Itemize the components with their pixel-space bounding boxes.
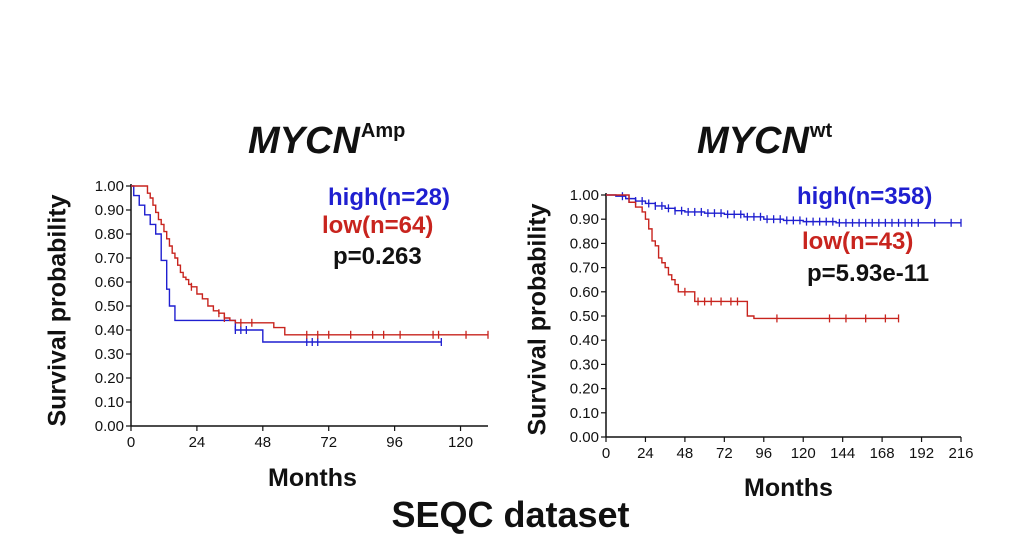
- panel2-legend-low: low(n=43): [802, 228, 914, 255]
- panel2-title: MYCNwt: [697, 120, 832, 163]
- panel1-y-tick-label: 1.00: [95, 178, 124, 195]
- panel2-y-tick-label: 0.80: [570, 235, 599, 252]
- panel1-y-tick-label: 0.10: [95, 394, 124, 411]
- panel1-x-axis-label: Months: [268, 464, 357, 492]
- panel1-x-tick-label: 24: [189, 434, 206, 451]
- panel1-title: MYCNAmp: [248, 120, 405, 163]
- panel1-p-value: p=0.263: [333, 243, 422, 270]
- panel1-y-tick-label: 0.50: [95, 298, 124, 315]
- panel2-x-tick-label: 216: [948, 445, 973, 462]
- panel2-x-tick-label: 48: [677, 445, 694, 462]
- panel2-title-main: MYCN: [697, 120, 809, 162]
- panel1-x-tick-label: 72: [320, 434, 337, 451]
- panel1-y-tick-label: 0.40: [95, 322, 124, 339]
- panel1-legend-high: high(n=28): [328, 184, 451, 211]
- panel1-title-superscript: Amp: [360, 120, 406, 142]
- panel1-legend-low: low(n=64): [322, 212, 434, 239]
- panel1-x-tick-label: 120: [448, 434, 473, 451]
- panel2-p-value: p=5.93e-11: [807, 260, 930, 287]
- panel2-legend-high: high(n=358): [797, 183, 933, 210]
- panel1-y-tick-label: 0.30: [95, 346, 124, 363]
- panel2-x-tick-label: 96: [755, 445, 772, 462]
- panel2-series-high-line: [606, 194, 961, 224]
- panel2-series-low-line: [606, 194, 899, 320]
- panel2-x-tick-label: 168: [870, 445, 895, 462]
- panel2-y-tick-label: 0.30: [570, 356, 599, 373]
- panel1-y-tick-label: 0.70: [95, 250, 124, 267]
- panel1-x-tick-label: 96: [386, 434, 403, 451]
- panel1-y-tick-label: 0.20: [95, 370, 124, 387]
- panel2-x-tick-label: 120: [791, 445, 816, 462]
- panel1-y-tick-label: 0.60: [95, 274, 124, 291]
- panel2-y-tick-label: 0.10: [570, 405, 599, 422]
- panel1-x-tick-label: 48: [254, 434, 271, 451]
- panel1-x-tick-label: 0: [127, 434, 135, 451]
- panel2-y-tick-label: 1.00: [570, 187, 599, 204]
- panel1-y-tick-label: 0.90: [95, 202, 124, 219]
- panel1-y-tick-label: 0.00: [95, 418, 124, 435]
- figure-caption: SEQC dataset: [391, 494, 630, 535]
- panel1-y-tick-label: 0.80: [95, 226, 124, 243]
- panel2-y-tick-label: 0.70: [570, 260, 599, 277]
- panel1-title-main: MYCN: [248, 120, 360, 162]
- panel2-x-tick-label: 0: [602, 445, 610, 462]
- panel2-y-tick-label: 0.60: [570, 284, 599, 301]
- panel2-y-tick-label: 0.40: [570, 332, 599, 349]
- panel2-y-tick-label: 0.20: [570, 381, 599, 398]
- panel2-x-tick-label: 192: [909, 445, 934, 462]
- panel2-x-tick-label: 144: [830, 445, 855, 462]
- panel2-title-superscript: wt: [809, 120, 833, 142]
- panel2-x-tick-label: 24: [637, 445, 654, 462]
- panel2-x-axis-label: Months: [744, 474, 833, 502]
- panel1-series-low-line: [131, 185, 488, 336]
- panel2-x-tick-label: 72: [716, 445, 733, 462]
- panel2-y-tick-label: 0.00: [570, 429, 599, 446]
- panel2-y-tick-label: 0.90: [570, 211, 599, 228]
- panel2-y-tick-label: 0.50: [570, 308, 599, 325]
